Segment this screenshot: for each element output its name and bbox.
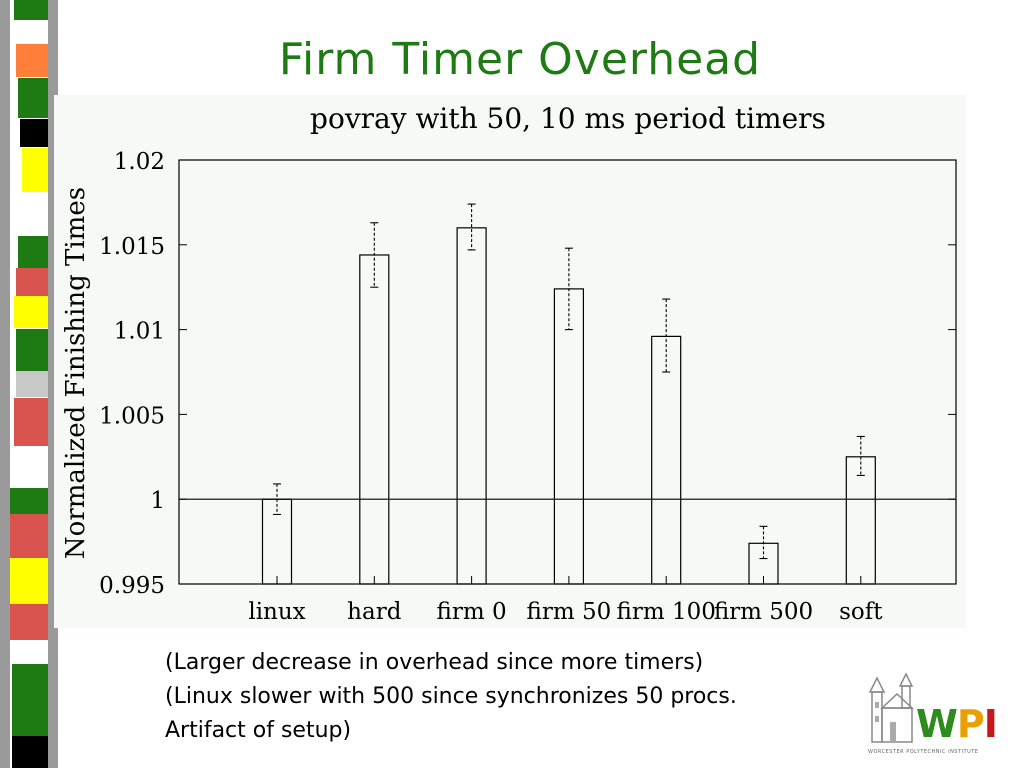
y-tick-label: 0.995 (99, 573, 165, 599)
x-tick-label: firm 500 (714, 599, 813, 625)
y-tick-label: 1.02 (114, 149, 165, 175)
chart-title: povray with 50, 10 ms period timers (310, 102, 826, 135)
x-tick-label: linux (248, 599, 305, 625)
slide-title: Firm Timer Overhead (278, 34, 762, 85)
bar (359, 254, 390, 585)
y-tick-label: 1.015 (99, 234, 165, 260)
y-tick-label: 1 (150, 488, 165, 514)
note-line: (Larger decrease in overhead since more … (165, 650, 704, 675)
note-line: Artifact of setup) (165, 718, 352, 743)
slide-notes: (Larger decrease in overhead since more … (165, 646, 865, 748)
university-building-icon (868, 672, 914, 743)
bar (651, 335, 682, 585)
y-axis-label: Normalized Finishing Times (61, 187, 91, 559)
plot-frame (178, 159, 957, 585)
bar-chart: povray with 50, 10 ms period timers Norm… (61, 102, 957, 625)
wpi-logo-text: WPI (916, 702, 998, 746)
y-tick-label: 1.01 (114, 319, 165, 345)
y-tick-label: 1.005 (99, 403, 165, 429)
bar (553, 288, 584, 585)
x-tick-label: soft (839, 599, 883, 625)
logo-letter: P (956, 702, 985, 746)
x-tick-label: firm 50 (527, 599, 612, 625)
decorative-color-strip (0, 0, 58, 768)
logo-letter: W (916, 702, 958, 746)
chart-panel: povray with 50, 10 ms period timers Norm… (54, 95, 966, 628)
wpi-logo: WPI WORCESTER POLYTECHNIC INSTITUTE (866, 672, 1012, 764)
logo-caption: WORCESTER POLYTECHNIC INSTITUTE (868, 749, 979, 755)
x-tick-label: firm 100 (617, 599, 716, 625)
x-tick-label: firm 0 (437, 599, 507, 625)
logo-letter: I (983, 702, 998, 746)
note-line: (Linux slower with 500 since synchronize… (165, 684, 737, 709)
x-tick-label: hard (347, 599, 402, 625)
bar (456, 227, 487, 585)
